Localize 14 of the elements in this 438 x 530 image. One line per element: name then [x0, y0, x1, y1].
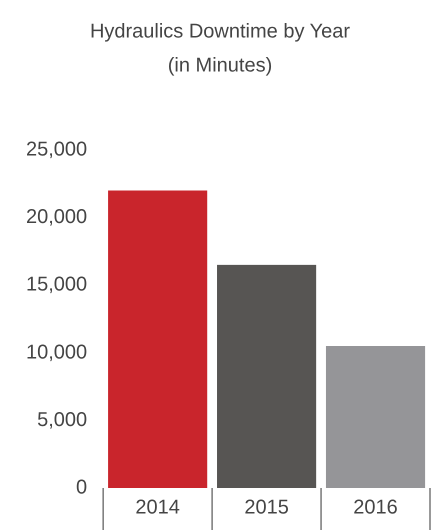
y-tick-label: 15,000 [26, 274, 88, 296]
y-tick-label: 10,000 [26, 341, 88, 364]
chart-title: Hydraulics Downtime by Year [90, 20, 350, 43]
x-tick-label: 2015 [244, 496, 289, 519]
bar [217, 264, 316, 488]
bar [326, 346, 426, 488]
y-tick-label: 20,000 [26, 206, 88, 228]
y-tick-label: 25,000 [26, 138, 88, 161]
y-tick-label: 5,000 [37, 408, 88, 431]
chart-subtitle: (in Minutes) [168, 54, 272, 77]
x-tick-label: 2014 [135, 496, 180, 519]
y-tick-label: 0 [76, 476, 88, 499]
bar [108, 190, 208, 488]
x-tick-label: 2016 [353, 496, 398, 519]
